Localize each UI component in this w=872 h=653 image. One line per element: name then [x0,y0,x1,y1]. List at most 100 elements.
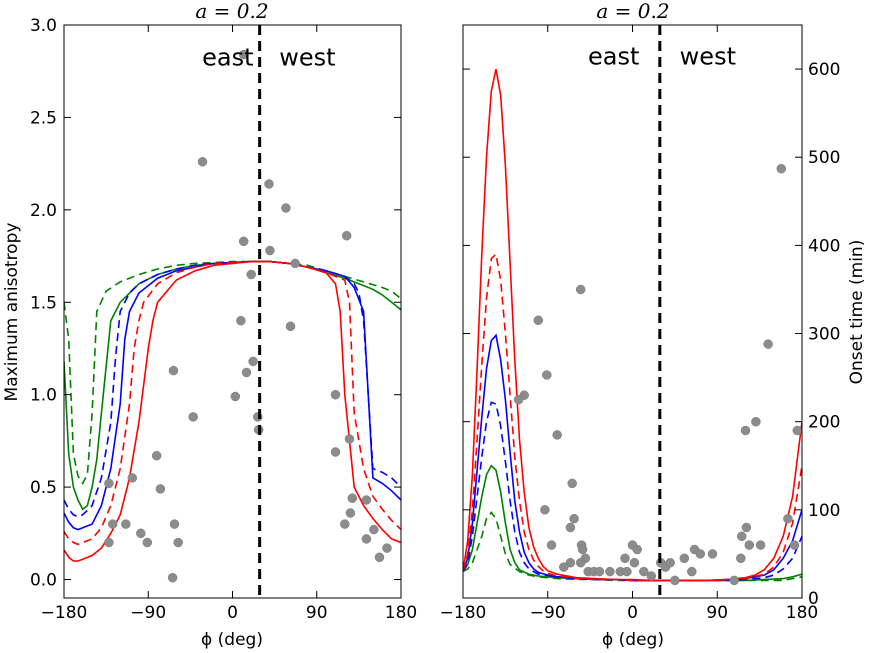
right-data-point [513,394,524,405]
left-series-green-solid [64,260,401,511]
right-data-point [687,566,697,577]
left-data-point [345,508,356,518]
right-data-point [736,531,747,542]
right-data-point [542,370,552,380]
right-x-tick-label: −90 [530,603,566,623]
right-series-red-solid [463,68,802,582]
left-data-point [104,537,114,548]
left-data-point [361,495,372,505]
right-data-point [783,513,793,524]
left-data-point [142,537,153,548]
right-data-point [695,549,706,559]
right-data-point [729,575,739,586]
right-data-point [646,571,657,581]
left-x-axis-label: ϕ (deg) [201,630,263,650]
right-data-point [540,505,550,515]
left-annotation-west: west [279,44,335,72]
left-y-tick-label: 3.0 [30,16,57,36]
left-data-point [127,473,138,483]
right-data-point [741,522,752,533]
left-data-point [330,389,341,400]
right-data-point [639,566,649,577]
left-x-tick-label: 90 [306,603,328,623]
left-y-tick-label: 1.0 [30,386,57,406]
right-x-axis-label: ϕ (deg) [602,630,664,650]
right-data-point [736,553,746,564]
left-x-tick-label: 0 [227,603,238,623]
right-y-tick-label: 200 [808,413,840,433]
left-data-point [188,412,198,422]
right-y-tick-label: 0 [808,589,819,609]
left-data-point [155,484,166,494]
right-series-green-dashed [463,511,802,582]
left-data-point [121,519,131,529]
left-x-tick-label: −180 [41,603,88,623]
left-data-point [347,493,358,503]
right-x-tick-label: 180 [786,603,818,623]
left-data-point [169,519,180,529]
right-data-point [622,566,632,577]
left-data-point [369,524,379,535]
right-data-point [575,557,586,568]
right-data-point [559,562,569,572]
right-data-point [740,425,751,436]
right-panel: −180 −90 0 90 180 0 100 200 300 400 500 600 east w… [440,0,867,650]
right-data-point [751,416,761,427]
left-data-point [238,236,249,247]
right-annotation-west: west [680,43,736,71]
left-data-point [340,519,350,529]
left-data-point [341,230,352,241]
left-x-ticks: −180 −90 0 90 180 [41,25,417,623]
left-data-point [104,478,114,489]
right-y-tick-label: 300 [808,325,840,345]
left-y-tick-label: 2.0 [30,201,57,221]
left-data-point [241,367,252,378]
left-data-point [361,534,372,544]
right-data-point [707,549,718,559]
right-data-point [546,540,557,550]
right-x-tick-label: 0 [627,603,638,623]
left-series-group [64,260,401,562]
left-data-point [238,49,249,60]
right-y-ticks: 0 100 200 300 400 500 600 [463,60,840,609]
left-data-point [151,450,162,461]
left-data-point [136,528,146,539]
right-data-point [792,425,802,436]
left-data-point [290,258,300,269]
right-data-point [763,339,773,349]
left-data-point [107,519,118,529]
left-data-point [246,269,256,280]
right-data-point [632,544,642,555]
right-data-point [629,557,640,568]
left-series-red-dashed [64,260,401,546]
right-data-point [744,540,755,550]
right-data-point [565,522,576,533]
right-data-point [665,557,675,568]
right-data-point [679,553,690,564]
left-panel: −180 −90 0 90 180 0.0 0.5 1.0 1.5 2.0 2.5 3.0 east… [2,0,417,650]
right-x-ticks: −180 −90 0 90 180 [440,25,818,623]
left-data-point [265,245,275,256]
left-data-point [344,434,355,444]
right-x-tick-label: 90 [706,603,728,623]
left-data-point [236,315,246,326]
left-data-point [382,543,392,553]
right-x-tick-label: −180 [440,603,487,623]
right-title: a = 0.2 [596,0,669,23]
left-data-point [330,447,341,457]
right-data-point [789,540,800,550]
left-data-point [197,157,208,167]
left-data-point [173,537,183,548]
right-annotation-east: east [588,43,639,71]
left-y-tick-label: 0.0 [30,571,57,591]
right-plot-frame [462,24,803,599]
left-data-point [374,552,385,563]
left-data-point [264,179,274,189]
left-data-point [281,203,291,213]
right-data-point [577,544,588,555]
left-y-tick-label: 0.5 [30,478,57,498]
left-series-green-dashed [64,260,401,486]
left-x-tick-label: 180 [385,603,417,623]
right-y-tick-label: 500 [808,148,840,168]
right-data-point [755,540,766,550]
